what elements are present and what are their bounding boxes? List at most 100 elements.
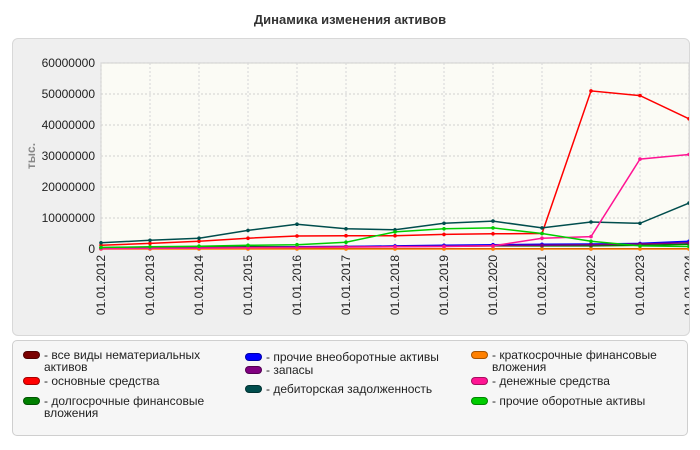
data-point — [687, 152, 689, 157]
legend-swatch — [23, 397, 40, 405]
legend-item: - дебиторская задолженность — [245, 383, 460, 395]
x-tick-label: 01.01.2024 — [682, 255, 689, 315]
legend-swatch — [471, 377, 488, 385]
data-point — [246, 236, 250, 240]
data-point — [540, 247, 544, 251]
legend-swatch — [245, 385, 262, 393]
x-tick-label: 01.01.2018 — [388, 255, 402, 315]
y-tick-label: 0 — [88, 242, 95, 256]
chart-title: Динамика изменения активов — [253, 12, 447, 27]
data-point — [589, 242, 593, 247]
data-point — [197, 244, 201, 248]
y-tick-label: 40000000 — [42, 118, 96, 132]
y-tick-label: 20000000 — [42, 180, 96, 194]
data-point — [99, 245, 103, 250]
legend-item: - прочие оборотные активы — [471, 395, 681, 407]
data-point — [540, 236, 544, 240]
chart-legend: - все виды нематериальных активов - прочи… — [12, 340, 688, 436]
data-point — [589, 220, 593, 224]
legend-swatch — [245, 366, 262, 374]
data-point — [491, 219, 495, 223]
data-point — [540, 226, 544, 230]
data-point — [148, 245, 152, 249]
data-point — [638, 247, 642, 251]
x-tick-label: 01.01.2015 — [241, 255, 255, 315]
data-point — [638, 157, 642, 161]
data-point — [589, 234, 593, 239]
data-point — [393, 230, 397, 234]
data-point — [442, 232, 446, 237]
data-point — [197, 239, 201, 244]
y-tick-label: 50000000 — [42, 87, 96, 101]
x-tick-label: 01.01.2013 — [143, 255, 157, 315]
legend-item: - все виды нематериальных активов — [23, 349, 233, 373]
legend-item: - запасы — [245, 364, 460, 376]
y-axis-label: тыс. — [24, 143, 38, 169]
data-point — [393, 233, 397, 238]
data-point — [491, 244, 495, 248]
line-chart: 0 10000000 20000000 30000000 40000000 5000000… — [24, 56, 689, 315]
data-point — [687, 244, 689, 249]
data-point — [246, 243, 250, 248]
legend-label: - денежные средства — [492, 374, 610, 388]
legend-item: - краткосрочные финансовые вложения — [471, 349, 681, 373]
data-point — [344, 227, 348, 231]
data-point — [148, 241, 152, 246]
x-tick-label: 01.01.2017 — [339, 255, 353, 315]
data-point — [295, 234, 299, 238]
data-point — [540, 231, 544, 236]
y-tick-label: 60000000 — [42, 56, 96, 70]
legend-item: - прочие внеоборотные активы — [245, 351, 460, 363]
data-point — [344, 245, 348, 249]
data-point — [344, 240, 348, 244]
legend-item: - долгосрочные финансовые вложения — [23, 395, 233, 419]
data-point — [540, 243, 544, 248]
legend-label: - все виды нематериальных активов — [44, 348, 201, 374]
data-point — [638, 93, 642, 98]
x-tick-label: 01.01.2021 — [535, 255, 549, 315]
legend-item: - денежные средства — [471, 375, 681, 387]
data-point — [197, 236, 201, 240]
data-point — [687, 117, 689, 121]
data-point — [246, 246, 250, 250]
data-point — [589, 247, 593, 251]
data-point — [393, 245, 397, 249]
data-point — [148, 238, 152, 243]
x-tick-label: 01.01.2020 — [486, 255, 500, 315]
legend-label: - прочие внеоборотные активы — [266, 350, 439, 364]
data-point — [246, 228, 250, 233]
x-tick-label: 01.01.2014 — [192, 255, 206, 315]
legend-swatch — [23, 377, 40, 385]
data-point — [687, 201, 689, 205]
x-tick-label: 01.01.2023 — [633, 255, 647, 315]
data-point — [687, 241, 689, 245]
legend-label: - краткосрочные финансовые вложения — [492, 348, 657, 374]
data-point — [638, 221, 642, 226]
legend-label: - дебиторская задолженность — [266, 382, 433, 396]
data-point — [99, 241, 103, 245]
data-point — [295, 222, 299, 226]
legend-label: - запасы — [266, 363, 314, 377]
x-tick-label: 01.01.2022 — [584, 255, 598, 315]
data-point — [589, 89, 593, 93]
legend-item: - основные средства — [23, 375, 233, 387]
legend-label: - долгосрочные финансовые вложения — [44, 394, 205, 420]
data-point — [442, 227, 446, 231]
legend-swatch — [245, 353, 262, 361]
data-point — [491, 226, 495, 230]
x-tick-label: 01.01.2019 — [437, 255, 451, 315]
y-tick-label: 10000000 — [42, 211, 96, 225]
x-tick-label: 01.01.2016 — [290, 255, 304, 315]
data-point — [295, 245, 299, 250]
data-point — [442, 244, 446, 249]
legend-swatch — [23, 351, 40, 359]
chart-panel: 0 10000000 20000000 30000000 40000000 5000000… — [12, 38, 690, 336]
y-tick-label: 30000000 — [42, 149, 96, 163]
legend-label: - основные средства — [44, 374, 160, 388]
data-point — [638, 244, 642, 248]
data-point — [344, 233, 348, 238]
data-point — [442, 247, 446, 251]
legend-swatch — [471, 351, 488, 359]
data-point — [491, 232, 495, 236]
x-tick-label: 01.01.2012 — [94, 255, 108, 315]
